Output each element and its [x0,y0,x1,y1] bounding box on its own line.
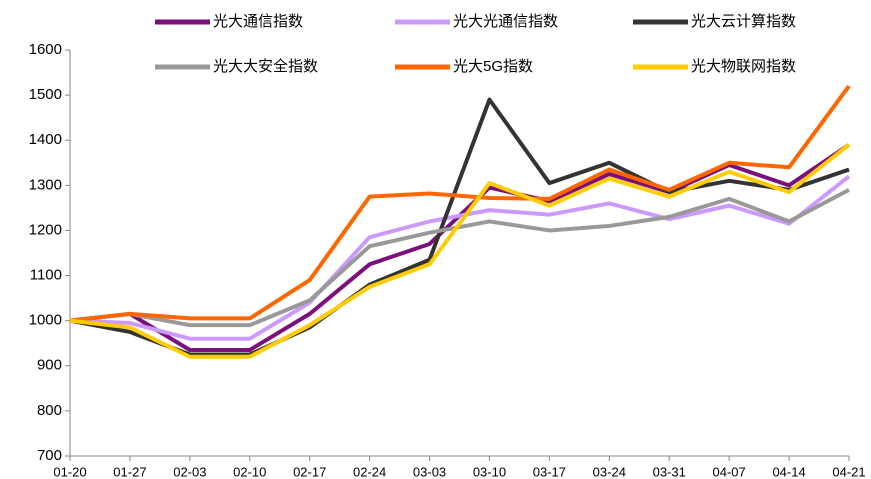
x-tick-label: 04-07 [713,464,746,479]
x-tick-label: 02-03 [173,464,206,479]
x-tick-label: 04-14 [772,464,805,479]
x-tick-label: 02-17 [293,464,326,479]
legend-label: 光大5G指数 [453,58,533,75]
series-line [69,143,851,359]
y-tick-label: 800 [37,402,62,419]
x-tick-label: 03-17 [533,464,566,479]
series-line [69,174,851,341]
x-tick-label: 01-20 [53,464,86,479]
y-tick-label: 1100 [30,267,62,284]
legend-label: 光大云计算指数 [691,12,796,30]
x-tick-label: 02-10 [233,464,266,479]
y-tick-label: 900 [37,357,62,374]
y-tick-label: 700 [37,447,62,464]
x-tick-label: 03-03 [413,464,446,479]
x-tick-label: 02-24 [353,464,386,479]
x-tick-label: 03-10 [473,464,506,479]
series-line [69,84,851,323]
x-tick-label: 04-21 [832,464,865,479]
y-tick-label: 1600 [29,41,62,58]
x-tick-label: 03-24 [593,464,626,479]
y-tick-label: 1400 [29,131,62,148]
y-tick-label: 1200 [29,221,62,238]
y-tick-label: 1000 [29,312,62,329]
legend-label: 光大通信指数 [213,13,303,30]
legend-label: 光大物联网指数 [691,58,796,75]
y-tick-label: 1300 [29,176,62,193]
x-tick-label: 01-27 [113,464,146,479]
series-line [69,188,850,328]
legend-label: 光大光通信指数 [453,13,558,30]
series-line [69,97,850,357]
y-tick-label: 1500 [29,86,62,103]
legend-label: 光大大安全指数 [213,57,318,75]
x-tick-label: 03-31 [653,464,686,479]
